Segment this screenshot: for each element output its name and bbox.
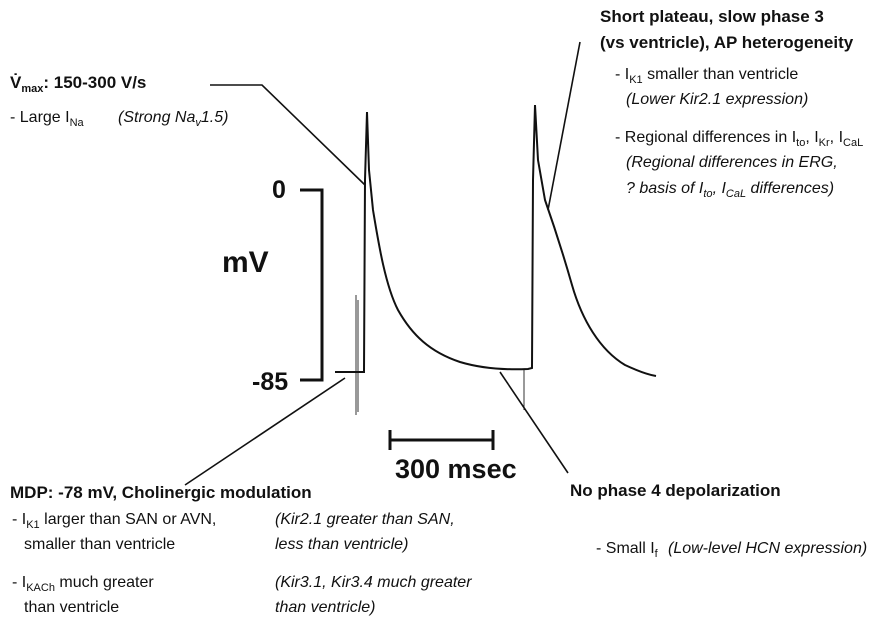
annotation: - Large INa xyxy=(10,109,85,129)
text-run: Short plateau, slow phase 3 xyxy=(600,7,824,26)
leader xyxy=(210,84,366,186)
text-run: No phase 4 depolarization xyxy=(570,481,781,500)
subscript: max xyxy=(21,83,44,95)
text-run: 1.5) xyxy=(201,109,229,126)
subscript: KACh xyxy=(26,582,55,594)
subscript: to xyxy=(796,137,805,149)
annotation: than ventricle xyxy=(24,599,119,616)
note: (Kir3.1, Kir3.4 much greater xyxy=(275,574,472,591)
axis-bottom: -85 xyxy=(252,368,288,396)
annotation: smaller than ventricle xyxy=(24,536,175,553)
subscript: f xyxy=(655,548,659,560)
text-run: than ventricle xyxy=(24,599,119,616)
text-run: differences) xyxy=(746,180,834,197)
heading: (vs ventricle), AP heterogeneity xyxy=(600,33,854,52)
note: than ventricle) xyxy=(275,599,376,616)
text-run: MDP: -78 mV, Cholinergic modulation xyxy=(10,483,312,502)
subscript: to xyxy=(703,188,712,200)
note: (Low-level HCN expression) xyxy=(668,540,867,557)
voltage-axis xyxy=(300,188,324,382)
text-run: - I xyxy=(12,574,26,591)
text-run: , I xyxy=(713,180,727,197)
text-run: , I xyxy=(830,129,843,146)
stimulus-artifact xyxy=(355,295,525,415)
text-run: less than ventricle) xyxy=(275,536,408,553)
text-run: much greater xyxy=(55,574,154,591)
heading: No phase 4 depolarization xyxy=(570,481,781,500)
action-potential-trace xyxy=(335,104,657,377)
text-run: (Regional differences in ERG, xyxy=(626,154,838,171)
note: (Strong Nav1.5) xyxy=(118,109,228,129)
heading: MDP: -78 mV, Cholinergic modulation xyxy=(10,483,312,502)
text-run: ? basis of I xyxy=(626,180,704,197)
subscript: CaL xyxy=(843,137,863,149)
subscript: K1 xyxy=(26,519,39,531)
text-run: smaller than ventricle xyxy=(24,536,175,553)
text-run: - I xyxy=(615,66,629,83)
subscript: CaL xyxy=(726,188,746,200)
subscript: K1 xyxy=(629,74,642,86)
text-run: V̇ xyxy=(10,73,22,92)
text-run: larger than SAN or AVN, xyxy=(40,511,217,528)
note: ? basis of Ito, ICaL differences) xyxy=(626,180,834,200)
text-run: (Kir3.1, Kir3.4 much greater xyxy=(275,574,472,591)
text-run: (vs ventricle), AP heterogeneity xyxy=(600,33,854,52)
text-run: (Lower Kir2.1 expression) xyxy=(626,91,808,108)
text-run: - I xyxy=(12,511,26,528)
annotation: - IK1 larger than SAN or AVN, xyxy=(12,511,216,531)
scale-bar xyxy=(388,430,495,450)
annotation: - Small If xyxy=(596,540,659,560)
subscript: Na xyxy=(70,117,85,129)
note: (Regional differences in ERG, xyxy=(626,154,838,171)
note: (Lower Kir2.1 expression) xyxy=(626,91,808,108)
text-run: (Strong Na xyxy=(118,109,195,126)
heading: Short plateau, slow phase 3 xyxy=(600,7,824,26)
text-run: (Low-level HCN expression) xyxy=(668,540,867,557)
note: (Kir2.1 greater than SAN, xyxy=(275,511,455,528)
text-run: smaller than ventricle xyxy=(643,66,799,83)
leader xyxy=(184,377,346,486)
subscript: Kr xyxy=(819,137,830,149)
heading: V̇max: 150-300 V/s xyxy=(10,73,146,95)
leader xyxy=(547,41,581,211)
scale-label: 300 msec xyxy=(395,454,517,484)
text-run: - Regional differences in I xyxy=(615,129,796,146)
text-run: - Large I xyxy=(10,109,70,126)
text-run: than ventricle) xyxy=(275,599,376,616)
note: less than ventricle) xyxy=(275,536,408,553)
axis-zero: 0 xyxy=(272,176,286,204)
annotation: - IK1 smaller than ventricle xyxy=(615,66,798,86)
annotation: - Regional differences in Ito, IKr, ICaL xyxy=(615,129,863,149)
text-run: (Kir2.1 greater than SAN, xyxy=(275,511,455,528)
text-run: , I xyxy=(805,129,818,146)
text-run: - Small I xyxy=(596,540,655,557)
subscript: v xyxy=(195,117,202,129)
leader xyxy=(499,371,569,474)
text-run: : 150-300 V/s xyxy=(43,73,146,92)
annotation: - IKACh much greater xyxy=(12,574,154,594)
axis-unit: mV xyxy=(222,246,269,279)
